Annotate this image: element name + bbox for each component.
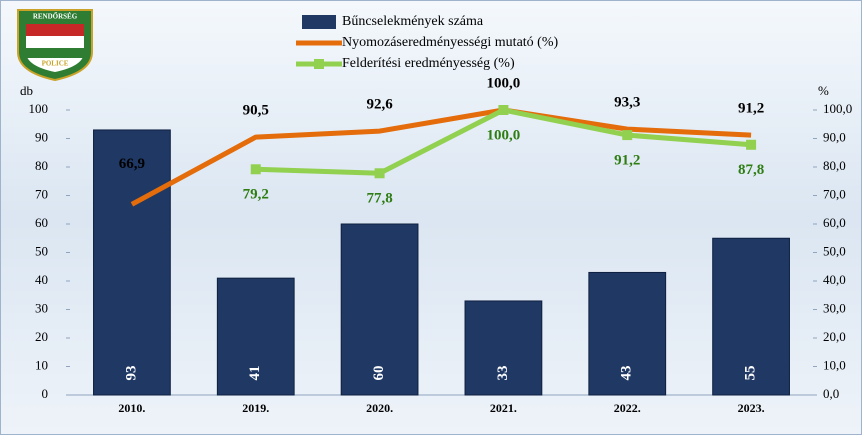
data-label: 90,5 [243, 103, 269, 119]
y2-tick-label: 0,0 [823, 386, 839, 401]
bar [464, 300, 543, 396]
y-tick-label: 0 [42, 386, 49, 401]
bar [588, 271, 667, 396]
logo: RENDŐRSÉG POLICE [17, 9, 93, 82]
y-tick-label: 20 [35, 329, 48, 344]
legend-marker [314, 59, 324, 69]
y2-axis-label: % [818, 83, 829, 98]
legend-label: Bűncselekmények száma [342, 14, 484, 29]
marker [250, 164, 261, 175]
logo-bottom: POLICE [42, 60, 69, 68]
bar-value-label: 43 [619, 366, 635, 381]
bar-value-label: 55 [743, 366, 759, 381]
marker [498, 105, 509, 115]
y2-tick-label: 80,0 [823, 158, 846, 173]
data-label: 91,2 [738, 101, 764, 117]
bar [340, 223, 419, 396]
bar-value-label: 41 [247, 366, 263, 381]
legend-label: Nyomozáseredményességi mutató (%) [342, 35, 558, 50]
y2-tick-label: 60,0 [823, 215, 846, 230]
y-tick-label: 100 [29, 101, 49, 116]
y-axis-label: db [20, 83, 33, 98]
bar-value-label: 93 [123, 366, 139, 381]
marker [374, 168, 385, 179]
data-label: 87,8 [738, 162, 764, 178]
marker [622, 130, 633, 141]
bar-value-label: 33 [495, 365, 511, 380]
y2-tick-label: 10,0 [823, 357, 846, 372]
x-tick-label: 2020. [366, 401, 393, 415]
y-tick-label: 70 [35, 186, 48, 201]
y2-tick-label: 70,0 [823, 186, 846, 201]
y-tick-label: 90 [35, 129, 48, 144]
y2-tick-label: 100,0 [823, 101, 852, 116]
y-tick-label: 50 [35, 243, 48, 258]
data-label: 91,2 [614, 153, 640, 169]
bar [712, 237, 790, 396]
logo-top: RENDŐRSÉG [33, 13, 78, 21]
data-label: 100,0 [487, 127, 521, 143]
y2-tick-label: 40,0 [823, 272, 846, 287]
y-tick-label: 60 [35, 215, 48, 230]
legend-label: Felderítési eredményesség (%) [342, 56, 515, 71]
x-tick-label: 2019. [242, 401, 269, 415]
bar [93, 129, 171, 396]
marker [746, 139, 757, 150]
data-label: 66,9 [119, 156, 145, 172]
data-label: 79,2 [243, 187, 269, 203]
x-tick-label: 2010. [118, 401, 145, 415]
data-label: 92,6 [366, 97, 393, 113]
x-tick-label: 2022. [614, 401, 641, 415]
y-tick-label: 30 [35, 300, 48, 315]
y2-tick-label: 20,0 [823, 329, 846, 344]
y2-tick-label: 90,0 [823, 129, 846, 144]
legend-swatch [302, 15, 336, 29]
y-tick-label: 40 [35, 272, 48, 287]
data-label: 93,3 [614, 95, 640, 111]
x-tick-label: 2021. [490, 401, 517, 415]
line [130, 107, 752, 207]
x-tick-label: 2023. [738, 401, 765, 415]
bar-value-label: 60 [371, 366, 387, 381]
y-tick-label: 10 [35, 357, 48, 372]
data-label: 77,8 [366, 191, 392, 207]
y-tick-label: 80 [35, 158, 48, 173]
data-label: 100,0 [487, 75, 521, 91]
y2-tick-label: 50,0 [823, 243, 846, 258]
bar [216, 277, 295, 396]
y2-tick-label: 30,0 [823, 300, 846, 315]
